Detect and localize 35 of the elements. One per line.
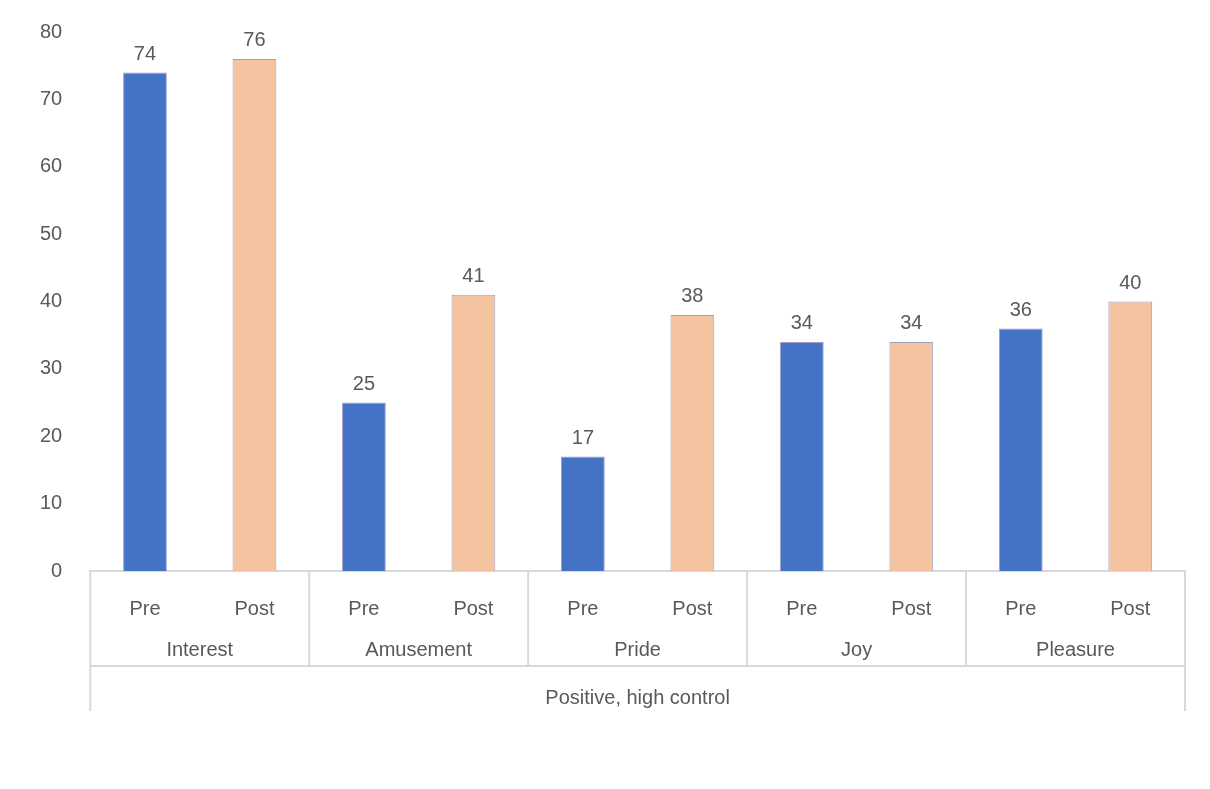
- x-tick-label: Pre: [567, 596, 599, 619]
- data-label: 38: [681, 284, 704, 307]
- x-tick-label: Post: [1110, 596, 1151, 619]
- x-tick-label: Post: [891, 596, 932, 619]
- y-tick-label: 60: [40, 154, 63, 177]
- data-label: 41: [462, 264, 485, 287]
- x-axis-title: Positive, high control: [545, 685, 730, 708]
- text: Joy: [841, 637, 873, 660]
- text: Amusement: [365, 637, 473, 660]
- y-tick-label: 30: [40, 356, 63, 379]
- y-tick-label: 20: [40, 423, 63, 446]
- x-tick-label: Pre: [348, 596, 380, 619]
- data-label: 76: [243, 28, 266, 51]
- y-tick-label: 0: [51, 558, 63, 581]
- text: Pride: [614, 637, 661, 660]
- x-tick-label: Post: [453, 596, 494, 619]
- x-tick-label: Pre: [786, 596, 818, 619]
- text: Pleasure: [1036, 637, 1115, 660]
- y-tick-label: 70: [40, 86, 63, 109]
- y-tick-label: 10: [40, 491, 63, 514]
- data-label: 74: [133, 41, 157, 64]
- y-tick-label: 50: [40, 221, 63, 244]
- x-tick-label: Post: [234, 596, 275, 619]
- data-label: 25: [352, 372, 376, 395]
- y-tick-label: 40: [40, 289, 63, 312]
- text: Interest: [166, 637, 234, 660]
- data-label: 34: [790, 311, 813, 334]
- x-tick-label: Pre: [1005, 596, 1037, 619]
- data-label: 40: [1119, 271, 1142, 294]
- data-label: 34: [900, 311, 923, 334]
- data-label: 17: [571, 425, 595, 448]
- data-label: 36: [1009, 297, 1032, 320]
- x-tick-label: Pre: [129, 596, 161, 619]
- x-tick-label: Post: [672, 596, 713, 619]
- y-tick-label: 80: [40, 19, 63, 42]
